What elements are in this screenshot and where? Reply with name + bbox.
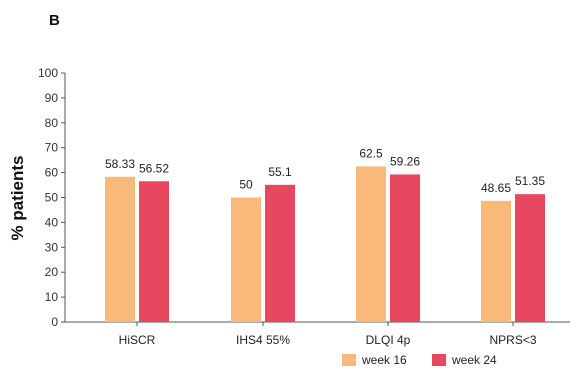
bar-week24-dlqi-4p <box>390 174 420 322</box>
y-tick-label: 80 <box>45 116 59 130</box>
bar-week24-ihs4-55- <box>265 184 295 322</box>
legend: week 16 week 24 <box>342 353 497 367</box>
bar-week16-hiscr <box>105 176 135 322</box>
y-tick-label: 50 <box>45 191 59 205</box>
bar-week24-nprs-3 <box>515 194 545 322</box>
y-tick-label: 90 <box>45 91 59 105</box>
y-tick-label: 10 <box>45 290 59 304</box>
category-label: HiSCR <box>119 333 156 347</box>
category-labels: HiSCR IHS4 55% DLQI 4p NPRS<3 <box>119 333 537 347</box>
y-tick-label: 70 <box>45 141 59 155</box>
legend-swatch <box>432 354 446 366</box>
bar-week24-hiscr <box>139 181 169 322</box>
value-labels: 58.33 56.52 50 55.1 62.5 59.26 48.65 51.35 <box>105 146 545 194</box>
bar-value-label: 51.35 <box>515 174 545 188</box>
category-label: DLQI 4p <box>366 333 411 347</box>
legend-swatch <box>342 354 356 366</box>
category-label: NPRS<3 <box>489 333 536 347</box>
y-tick-label: 40 <box>45 215 59 229</box>
bar-value-label: 56.52 <box>139 161 169 175</box>
bar-week16-nprs-3 <box>481 200 511 322</box>
category-label: IHS4 55% <box>236 333 290 347</box>
bar-value-label: 55.1 <box>268 165 292 179</box>
panel-label: B <box>49 12 60 29</box>
bar-value-label: 62.5 <box>359 146 383 160</box>
y-tick-label: 20 <box>45 265 59 279</box>
bars <box>105 166 545 322</box>
bar-week16-ihs4-55- <box>231 197 261 322</box>
bar-value-label: 58.33 <box>105 157 135 171</box>
y-tick-label: 0 <box>51 315 58 329</box>
y-tick-label: 60 <box>45 166 59 180</box>
bar-value-label: 50 <box>239 178 253 192</box>
bar-week16-dlqi-4p <box>356 166 386 322</box>
y-tick-label: 30 <box>45 240 59 254</box>
bar-value-label: 48.65 <box>481 181 511 195</box>
bar-value-label: 59.26 <box>390 154 420 168</box>
legend-label: week 24 <box>451 353 497 367</box>
legend-label: week 16 <box>361 353 407 367</box>
y-axis-title: % patients <box>8 155 27 240</box>
axes: 0 10 20 30 40 50 60 70 80 90 100 <box>38 66 570 329</box>
y-tick-label: 100 <box>38 66 58 80</box>
